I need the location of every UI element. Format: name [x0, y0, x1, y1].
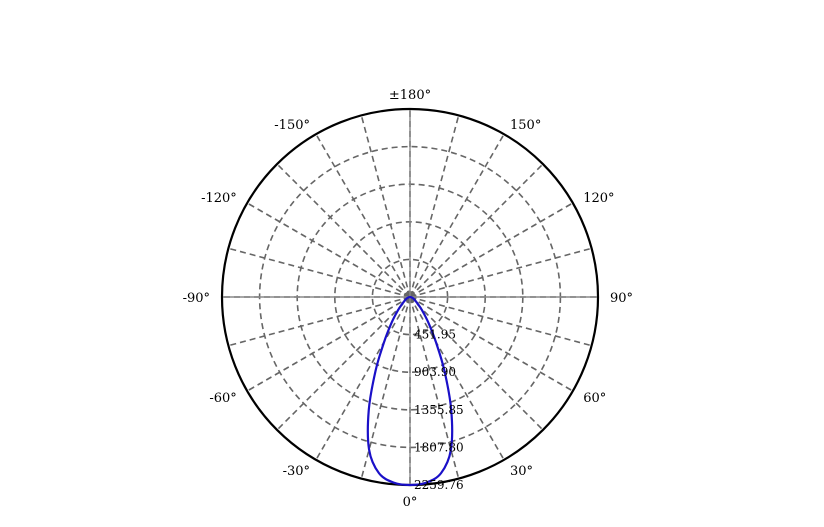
angle-tick-label: -150°	[274, 118, 310, 133]
series-layer	[366, 295, 454, 487]
radial-tick-label: 2259.76	[414, 478, 464, 492]
radial-tick-label: 903.90	[414, 365, 456, 379]
grid-spoke	[228, 296, 411, 347]
angle-tick-label: 30°	[510, 464, 533, 479]
radial-tick-label: 1355.85	[414, 403, 464, 417]
grid-spoke	[409, 296, 574, 392]
grid-spoke	[276, 163, 411, 298]
angle-tick-label: 90°	[610, 291, 633, 306]
grid-spoke	[409, 202, 574, 298]
angle-tick-label: 0°	[403, 495, 418, 510]
grid-spoke	[409, 115, 460, 298]
angle-tick-label: 150°	[510, 118, 541, 133]
radial-tick-label: 1807.80	[414, 440, 464, 454]
grid-spoke	[246, 202, 411, 298]
radial-tick-label: 451.95	[414, 328, 456, 342]
grid-spoke	[246, 296, 411, 392]
series-line	[366, 295, 454, 487]
angle-tick-label: 60°	[583, 391, 606, 406]
label-layer: 451.95 903.90 1355.85 1807.80 2259.76 ±180° 15…	[183, 88, 633, 510]
angle-tick-label: -60°	[209, 391, 236, 406]
angle-tick-label: -30°	[283, 464, 310, 479]
grid-spoke	[409, 296, 544, 431]
grid-spoke	[360, 296, 411, 479]
grid-spoke	[409, 133, 505, 298]
angle-tick-label: -120°	[201, 191, 237, 206]
grid-spoke	[409, 296, 505, 461]
grid-spoke	[360, 115, 411, 298]
grid-spoke	[315, 133, 411, 298]
grid-spoke	[409, 247, 592, 298]
angle-tick-label: -90°	[183, 291, 210, 306]
grid-spoke	[409, 163, 544, 298]
grid-spoke	[409, 296, 592, 347]
angle-tick-label: ±180°	[389, 88, 431, 103]
grid-spoke	[409, 296, 460, 479]
grid-spoke	[276, 296, 411, 431]
grid-spoke	[228, 247, 411, 298]
grid-spoke	[315, 296, 411, 461]
angle-tick-label: 120°	[583, 191, 614, 206]
